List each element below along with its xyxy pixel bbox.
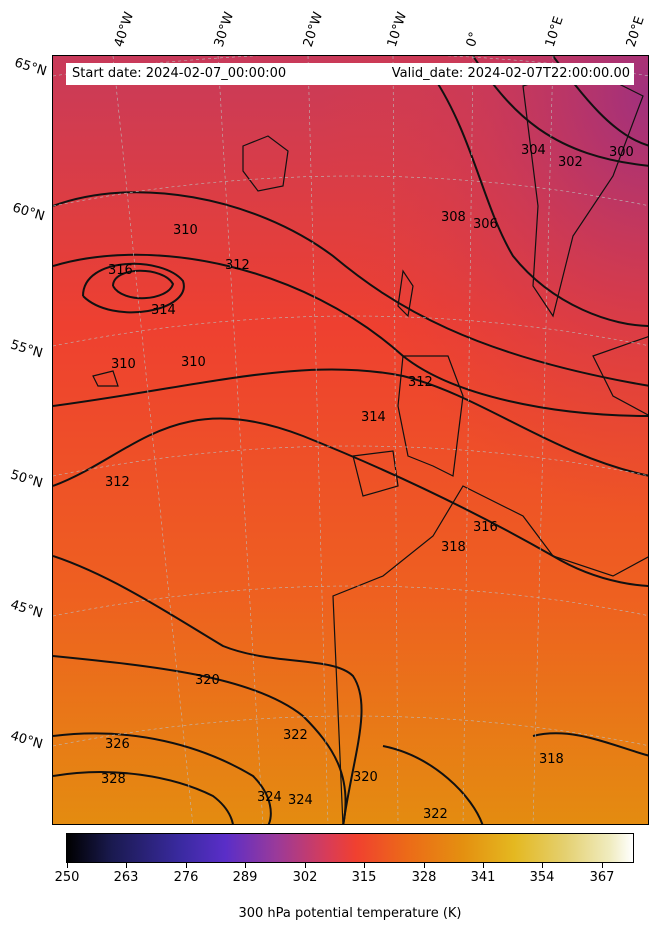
contour-label: 320 bbox=[353, 770, 378, 785]
contour-label: 310 bbox=[181, 355, 206, 370]
latitude-label: 40°N bbox=[8, 728, 45, 753]
colorbar-tick bbox=[602, 863, 603, 868]
contour-label: 322 bbox=[283, 728, 308, 743]
graticule bbox=[53, 56, 648, 824]
valid-date-text: Valid_date: 2024-02-07T22:00:00.00 bbox=[391, 66, 630, 81]
colorbar-tick bbox=[424, 863, 425, 868]
contour-label: 312 bbox=[408, 375, 433, 390]
contour-label: 302 bbox=[558, 155, 583, 170]
contour-label: 312 bbox=[105, 475, 130, 490]
colorbar-title: 300 hPa potential temperature (K) bbox=[238, 906, 462, 921]
longitude-label: 40°W bbox=[111, 10, 138, 49]
map-panel: 316 314 312 310 310 310 312 314 312 316 … bbox=[52, 55, 649, 825]
colorbar-tick bbox=[67, 863, 68, 868]
longitude-label: 10°W bbox=[384, 10, 411, 49]
contour-lines bbox=[53, 56, 648, 824]
contour-label: 328 bbox=[101, 772, 126, 787]
contour-label: 310 bbox=[173, 223, 198, 238]
colorbar-tick-label: 328 bbox=[411, 870, 437, 885]
contour-label: 316 bbox=[108, 263, 133, 278]
potential-temperature-field: 316 314 312 310 310 310 312 314 312 316 … bbox=[53, 56, 648, 824]
colorbar-tick-label: 354 bbox=[529, 870, 555, 885]
contour-label: 324 bbox=[288, 793, 313, 808]
contour-label: 320 bbox=[195, 673, 220, 688]
contour-label: 306 bbox=[473, 217, 498, 232]
latitude-label: 50°N bbox=[8, 467, 45, 492]
colorbar-tick-label: 367 bbox=[589, 870, 615, 885]
colorbar-tick bbox=[305, 863, 306, 868]
colorbar-tick bbox=[186, 863, 187, 868]
contour-label: 312 bbox=[225, 258, 250, 273]
contour-label: 316 bbox=[473, 520, 498, 535]
latitude-label: 55°N bbox=[8, 337, 45, 362]
contour-label: 324 bbox=[257, 790, 282, 805]
contour-label: 318 bbox=[539, 752, 564, 767]
contour-label: 308 bbox=[441, 210, 466, 225]
longitude-label: 0° bbox=[463, 30, 483, 49]
colorbar-tick-label: 250 bbox=[54, 870, 80, 885]
contour-label: 322 bbox=[423, 807, 448, 822]
colorbar-tick bbox=[483, 863, 484, 868]
colorbar-tick bbox=[126, 863, 127, 868]
contour-label: 300 bbox=[609, 145, 634, 160]
colorbar-tick-label: 289 bbox=[232, 870, 258, 885]
longitude-label: 20°E bbox=[623, 14, 648, 50]
colorbar-tick bbox=[542, 863, 543, 868]
latitude-label: 45°N bbox=[8, 597, 45, 622]
contour-label: 314 bbox=[361, 410, 386, 425]
colorbar-tick-label: 263 bbox=[113, 870, 139, 885]
latitude-label: 65°N bbox=[12, 55, 49, 80]
colorbar-tick-label: 315 bbox=[351, 870, 377, 885]
colorbar-tick bbox=[364, 863, 365, 868]
latitude-label: 60°N bbox=[10, 200, 47, 225]
start-date-text: Start date: 2024-02-07_00:00:00 bbox=[72, 66, 287, 81]
contour-label-group: 316 314 312 310 310 310 312 314 312 316 … bbox=[101, 143, 634, 822]
colorbar-tick-label: 341 bbox=[470, 870, 496, 885]
contour-label: 310 bbox=[111, 357, 136, 372]
colorbar-tick bbox=[245, 863, 246, 868]
contour-label: 318 bbox=[441, 540, 466, 555]
contour-label: 326 bbox=[105, 737, 130, 752]
colorbar bbox=[66, 833, 634, 863]
contour-label: 304 bbox=[521, 143, 546, 158]
colorbar-tick-label: 302 bbox=[292, 870, 318, 885]
longitude-label: 10°E bbox=[542, 14, 567, 50]
longitude-label: 30°W bbox=[211, 10, 238, 49]
longitude-label: 20°W bbox=[300, 10, 327, 49]
colorbar-tick-label: 276 bbox=[173, 870, 199, 885]
date-header: Start date: 2024-02-07_00:00:00 Valid_da… bbox=[66, 63, 634, 85]
contour-label: 314 bbox=[151, 303, 176, 318]
